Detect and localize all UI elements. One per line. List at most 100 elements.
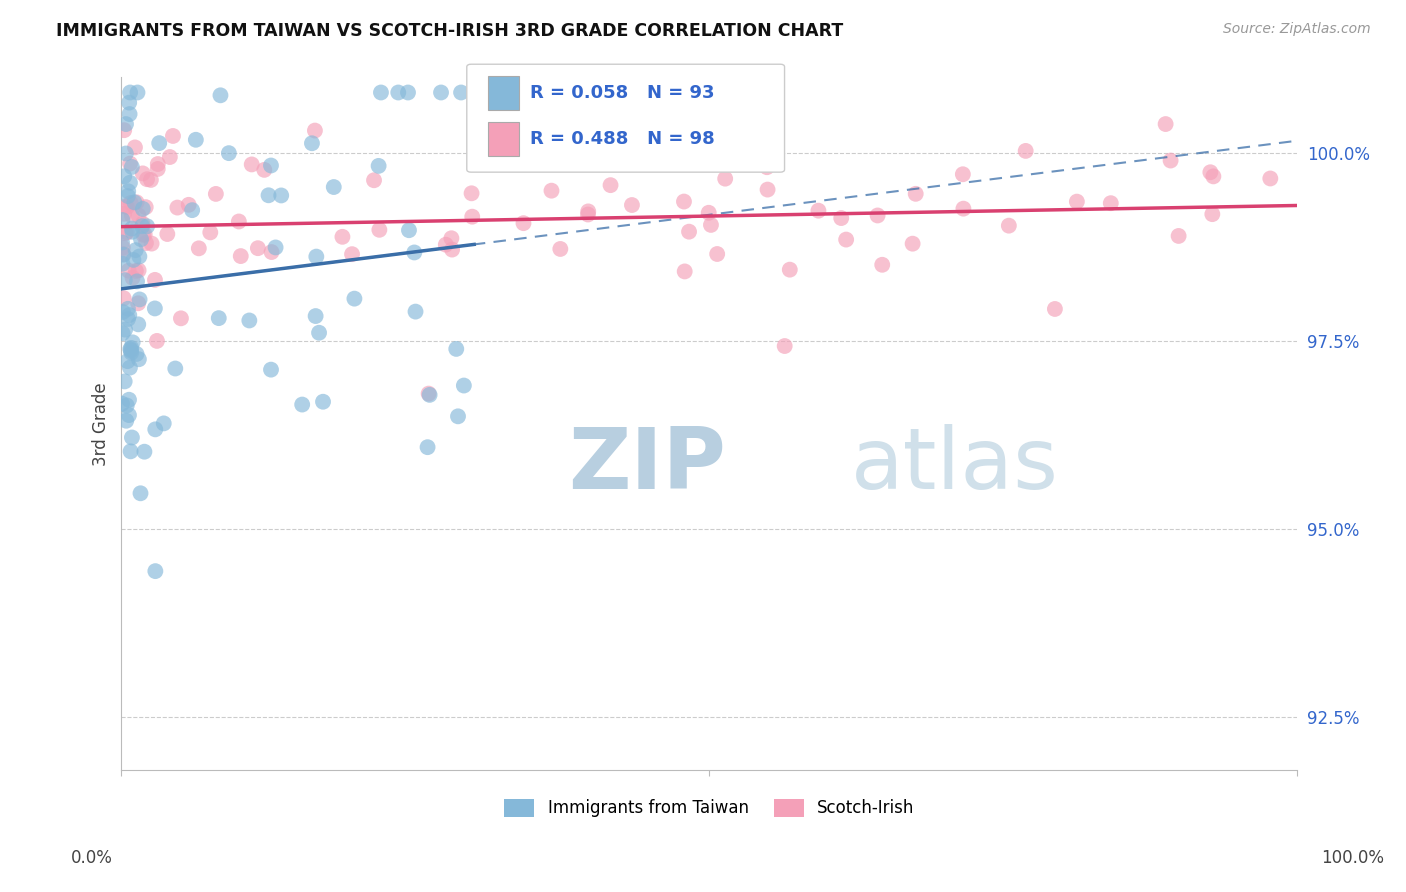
Immigrants from Taiwan: [124, 243, 146, 257]
Scotch-Irish: [1154, 117, 1177, 131]
Immigrants from Taiwan: [270, 188, 292, 202]
Scotch-Irish: [779, 262, 801, 277]
Scotch-Irish: [901, 236, 924, 251]
Immigrants from Taiwan: [238, 313, 260, 327]
Scotch-Irish: [141, 236, 163, 251]
Immigrants from Taiwan: [308, 326, 330, 340]
Scotch-Irish: [461, 210, 484, 224]
Immigrants from Taiwan: [129, 232, 152, 246]
Immigrants from Taiwan: [118, 308, 141, 322]
Scotch-Irish: [952, 167, 974, 181]
Immigrants from Taiwan: [396, 86, 419, 100]
Scotch-Irish: [253, 162, 276, 177]
Scotch-Irish: [460, 186, 482, 201]
Immigrants from Taiwan: [117, 312, 139, 326]
Immigrants from Taiwan: [143, 564, 166, 578]
Immigrants from Taiwan: [120, 343, 142, 358]
Scotch-Irish: [124, 140, 146, 154]
Scotch-Irish: [1167, 229, 1189, 244]
Scotch-Irish: [700, 218, 723, 232]
Scotch-Irish: [418, 386, 440, 401]
Immigrants from Taiwan: [115, 414, 138, 428]
Immigrants from Taiwan: [120, 342, 142, 356]
Immigrants from Taiwan: [124, 195, 146, 210]
Scotch-Irish: [125, 264, 148, 278]
Scotch-Irish: [115, 200, 138, 214]
Immigrants from Taiwan: [447, 409, 470, 424]
Immigrants from Taiwan: [184, 133, 207, 147]
Scotch-Irish: [830, 211, 852, 225]
Immigrants from Taiwan: [118, 408, 141, 422]
Immigrants from Taiwan: [128, 293, 150, 307]
Immigrants from Taiwan: [120, 86, 142, 100]
Scotch-Irish: [363, 173, 385, 187]
Immigrants from Taiwan: [260, 159, 283, 173]
Scotch-Irish: [1066, 194, 1088, 209]
Scotch-Irish: [146, 161, 169, 176]
Scotch-Irish: [139, 173, 162, 187]
Immigrants from Taiwan: [152, 417, 174, 431]
Scotch-Irish: [143, 273, 166, 287]
Scotch-Irish: [246, 241, 269, 255]
Immigrants from Taiwan: [136, 219, 159, 234]
Immigrants from Taiwan: [120, 345, 142, 359]
Scotch-Irish: [166, 201, 188, 215]
Immigrants from Taiwan: [125, 274, 148, 288]
Immigrants from Taiwan: [218, 146, 240, 161]
Scotch-Irish: [136, 172, 159, 186]
Immigrants from Taiwan: [143, 422, 166, 436]
Immigrants from Taiwan: [121, 160, 143, 174]
Immigrants from Taiwan: [450, 86, 472, 100]
Scotch-Irish: [146, 334, 169, 348]
Immigrants from Taiwan: [122, 252, 145, 267]
Scotch-Irish: [1258, 171, 1281, 186]
Scotch-Irish: [673, 264, 696, 278]
Scotch-Irish: [114, 226, 136, 240]
Scotch-Irish: [998, 219, 1021, 233]
Scotch-Irish: [678, 225, 700, 239]
Immigrants from Taiwan: [118, 176, 141, 190]
Scotch-Irish: [697, 206, 720, 220]
Immigrants from Taiwan: [134, 444, 156, 458]
Text: R = 0.488   N = 98: R = 0.488 N = 98: [530, 130, 714, 148]
Immigrants from Taiwan: [115, 117, 138, 131]
Scotch-Irish: [132, 166, 155, 180]
Immigrants from Taiwan: [131, 219, 153, 234]
Immigrants from Taiwan: [367, 159, 389, 173]
Immigrants from Taiwan: [120, 444, 142, 458]
Scotch-Irish: [121, 270, 143, 285]
Immigrants from Taiwan: [114, 273, 136, 287]
Immigrants from Taiwan: [111, 326, 134, 341]
Immigrants from Taiwan: [148, 136, 170, 150]
Immigrants from Taiwan: [370, 86, 392, 100]
Scotch-Irish: [706, 247, 728, 261]
Immigrants from Taiwan: [118, 392, 141, 407]
Immigrants from Taiwan: [117, 301, 139, 316]
Immigrants from Taiwan: [114, 323, 136, 337]
Immigrants from Taiwan: [453, 378, 475, 392]
Immigrants from Taiwan: [111, 397, 134, 411]
Scotch-Irish: [187, 241, 209, 255]
Scotch-Irish: [1160, 153, 1182, 168]
Immigrants from Taiwan: [111, 305, 134, 319]
Scotch-Irish: [117, 263, 139, 277]
Scotch-Irish: [1202, 169, 1225, 184]
Scotch-Irish: [240, 157, 263, 171]
Scotch-Irish: [177, 198, 200, 212]
Text: IMMIGRANTS FROM TAIWAN VS SCOTCH-IRISH 3RD GRADE CORRELATION CHART: IMMIGRANTS FROM TAIWAN VS SCOTCH-IRISH 3…: [56, 22, 844, 40]
Immigrants from Taiwan: [398, 223, 420, 237]
Scotch-Irish: [1015, 144, 1038, 158]
Text: atlas: atlas: [851, 424, 1059, 507]
Y-axis label: 3rd Grade: 3rd Grade: [93, 382, 110, 466]
Immigrants from Taiwan: [117, 354, 139, 368]
Scotch-Irish: [1201, 207, 1223, 221]
Immigrants from Taiwan: [127, 318, 149, 332]
Scotch-Irish: [205, 186, 228, 201]
Scotch-Irish: [112, 123, 135, 137]
Scotch-Irish: [550, 242, 572, 256]
Immigrants from Taiwan: [257, 188, 280, 202]
Scotch-Irish: [121, 209, 143, 223]
Immigrants from Taiwan: [118, 107, 141, 121]
Scotch-Irish: [111, 241, 134, 255]
Immigrants from Taiwan: [117, 189, 139, 203]
